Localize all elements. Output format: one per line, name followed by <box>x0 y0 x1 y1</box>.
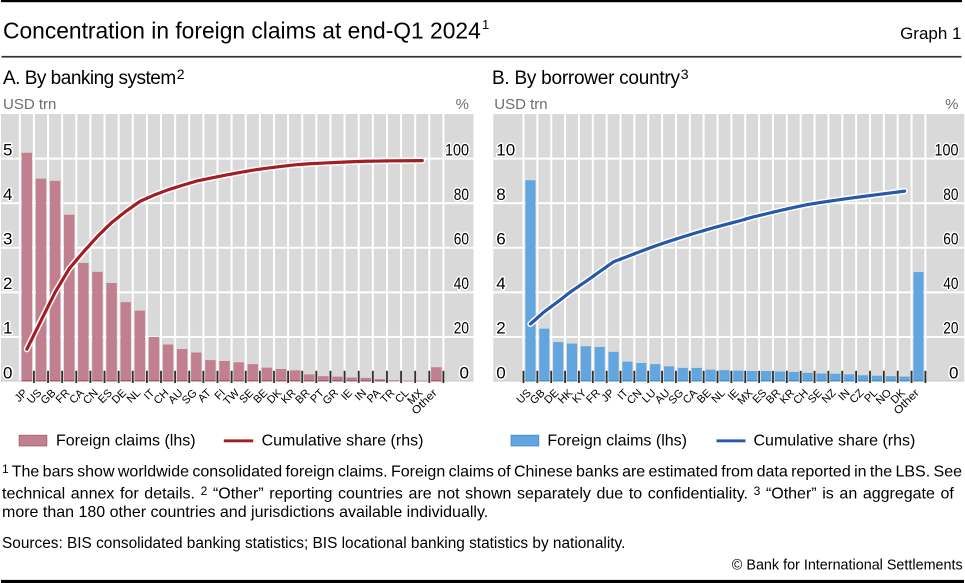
svg-text:Graph 1: Graph 1 <box>900 24 961 43</box>
svg-text:20: 20 <box>454 319 469 338</box>
svg-text:Foreign claims (lhs): Foreign claims (lhs) <box>56 432 196 449</box>
svg-text:0: 0 <box>496 363 505 382</box>
svg-text:80: 80 <box>454 185 469 204</box>
svg-text:60: 60 <box>943 230 958 249</box>
svg-text:1: 1 <box>3 319 12 338</box>
svg-text:AT: AT <box>196 387 214 405</box>
svg-text:Cumulative share (rhs): Cumulative share (rhs) <box>262 432 424 449</box>
svg-text:5: 5 <box>3 140 12 159</box>
svg-text:80: 80 <box>943 185 958 204</box>
svg-text:40: 40 <box>943 274 958 293</box>
svg-text:Foreign claims (lhs): Foreign claims (lhs) <box>547 432 687 449</box>
svg-text:A. By banking system: A. By banking system <box>3 68 176 89</box>
svg-text:60: 60 <box>454 230 469 249</box>
svg-text:8: 8 <box>496 185 505 204</box>
svg-text:20: 20 <box>943 319 958 338</box>
svg-text:100: 100 <box>935 140 959 159</box>
svg-text:4: 4 <box>3 185 12 204</box>
svg-text:4: 4 <box>496 274 505 293</box>
svg-text:6: 6 <box>496 230 505 249</box>
svg-text:© Bank for International Settl: © Bank for International Settlements <box>732 557 963 573</box>
svg-text:40: 40 <box>454 274 469 293</box>
svg-text:1: 1 <box>482 17 489 32</box>
svg-text:Cumulative share (rhs): Cumulative share (rhs) <box>754 432 916 449</box>
svg-text:100: 100 <box>445 140 469 159</box>
svg-text:JP: JP <box>599 387 617 405</box>
svg-text:Sources: BIS consolidated bank: Sources: BIS consolidated banking statis… <box>2 535 625 552</box>
svg-text:3: 3 <box>3 230 12 249</box>
svg-text:0: 0 <box>949 363 958 382</box>
svg-text:0: 0 <box>3 363 12 382</box>
svg-text:10: 10 <box>496 140 515 159</box>
svg-text:2: 2 <box>496 319 505 338</box>
svg-text:USD trn: USD trn <box>3 96 56 113</box>
svg-text:NL: NL <box>125 387 143 405</box>
svg-text:2: 2 <box>177 66 185 82</box>
svg-text:%: % <box>945 96 958 113</box>
svg-text:USD trn: USD trn <box>494 96 547 113</box>
svg-text:B. By borrower country: B. By borrower country <box>492 68 680 89</box>
svg-text:3: 3 <box>681 66 689 82</box>
svg-text:NL: NL <box>709 387 727 405</box>
svg-text:Concentration in foreign claim: Concentration in foreign claims at end-Q… <box>3 17 481 43</box>
svg-text:NZ: NZ <box>820 387 839 406</box>
svg-text:%: % <box>456 96 469 113</box>
svg-text:2: 2 <box>3 274 12 293</box>
svg-text:GR: GR <box>321 387 341 407</box>
svg-text:0: 0 <box>460 363 469 382</box>
